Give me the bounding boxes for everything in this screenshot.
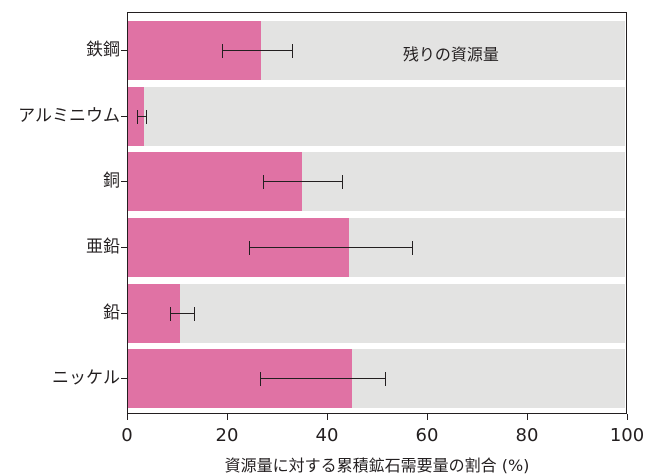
- y-axis-label: 鉄鋼: [86, 39, 120, 60]
- y-tick: [121, 312, 127, 314]
- y-tick: [121, 49, 127, 51]
- remaining-resource-bar: [128, 284, 625, 343]
- bar-row: [128, 152, 627, 211]
- x-tick: [527, 414, 528, 420]
- error-bar: [222, 44, 293, 58]
- bar-row: [128, 218, 627, 277]
- x-tick: [127, 414, 128, 420]
- remaining-resource-bar: [128, 87, 625, 146]
- y-axis-label: 銅: [103, 170, 120, 191]
- x-tick-label: 40: [315, 425, 339, 446]
- remaining-resource-annotation: 残りの資源量: [402, 45, 499, 64]
- y-tick: [121, 180, 127, 182]
- error-bar: [249, 241, 414, 255]
- x-tick: [327, 414, 328, 420]
- x-tick-label: 100: [609, 425, 645, 446]
- x-tick-label: 60: [415, 425, 439, 446]
- x-tick-label: 80: [515, 425, 539, 446]
- y-tick: [121, 246, 127, 248]
- bar-row: [128, 21, 627, 80]
- y-axis-label: ニッケル: [52, 367, 120, 388]
- error-bar: [169, 307, 195, 321]
- y-tick: [121, 377, 127, 379]
- y-axis-label: アルミニウム: [18, 105, 120, 126]
- y-axis-label: 亜鉛: [86, 236, 120, 257]
- bar-row: [128, 349, 627, 408]
- error-bar: [136, 110, 147, 124]
- error-bar: [260, 372, 387, 386]
- bar-row: [128, 284, 627, 343]
- x-axis-title: 資源量に対する累積鉱石需要量の割合 (%): [224, 456, 530, 475]
- y-axis-label: 鉛: [103, 302, 120, 323]
- x-tick-label: 0: [121, 425, 133, 446]
- y-tick: [121, 115, 127, 117]
- x-tick: [227, 414, 228, 420]
- bar-row: [128, 87, 627, 146]
- demand-bar: [128, 87, 144, 146]
- x-tick: [427, 414, 428, 420]
- error-bar: [263, 175, 343, 189]
- plot-area: [127, 12, 627, 414]
- x-tick: [627, 414, 628, 420]
- x-tick-label: 20: [215, 425, 239, 446]
